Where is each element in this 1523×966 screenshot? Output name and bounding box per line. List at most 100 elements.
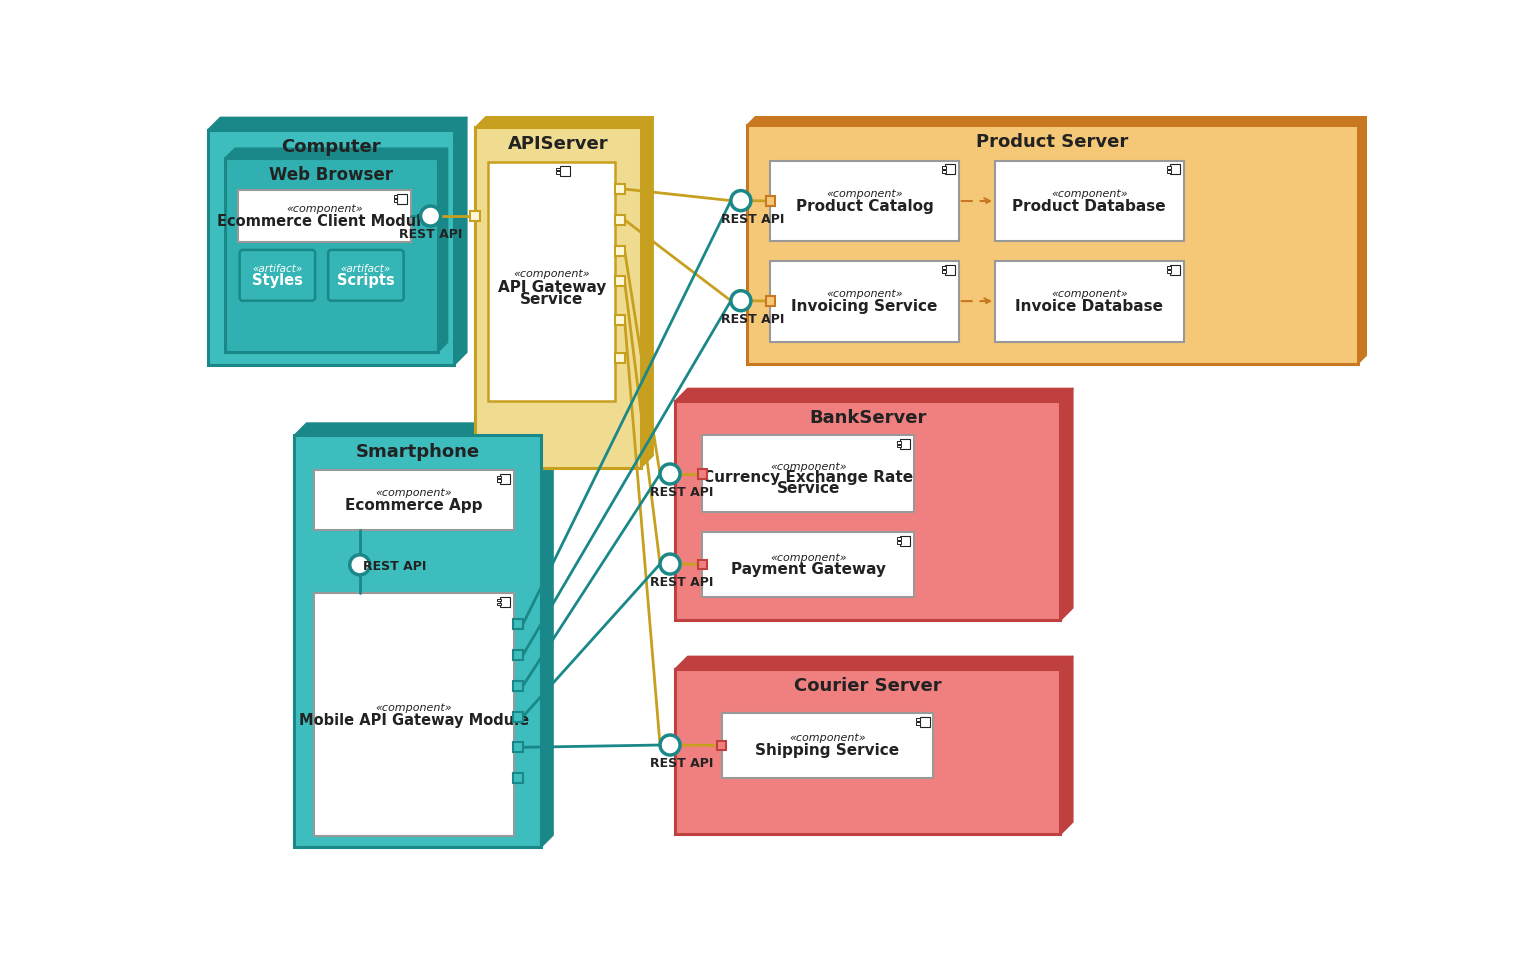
FancyBboxPatch shape <box>702 531 914 597</box>
FancyBboxPatch shape <box>917 722 920 724</box>
FancyBboxPatch shape <box>698 469 707 478</box>
Text: Currency Exchange Rate: Currency Exchange Rate <box>704 470 914 485</box>
Text: Invoice Database: Invoice Database <box>1016 299 1164 314</box>
FancyBboxPatch shape <box>698 560 707 569</box>
Text: BankServer: BankServer <box>809 409 926 427</box>
Text: «component»: «component» <box>375 488 452 498</box>
Text: Payment Gateway: Payment Gateway <box>731 562 886 578</box>
FancyBboxPatch shape <box>225 158 437 353</box>
FancyBboxPatch shape <box>615 245 624 256</box>
Text: Service: Service <box>521 293 583 307</box>
Polygon shape <box>1060 388 1072 620</box>
FancyBboxPatch shape <box>897 440 902 443</box>
FancyBboxPatch shape <box>897 537 902 540</box>
Text: Scripts: Scripts <box>337 273 394 288</box>
FancyBboxPatch shape <box>897 444 902 447</box>
Text: «artifact»: «artifact» <box>341 264 391 274</box>
FancyBboxPatch shape <box>995 160 1183 242</box>
FancyBboxPatch shape <box>327 250 404 300</box>
Text: «artifact»: «artifact» <box>253 264 303 274</box>
Polygon shape <box>1357 113 1371 364</box>
FancyBboxPatch shape <box>900 440 911 449</box>
FancyBboxPatch shape <box>771 160 959 242</box>
FancyBboxPatch shape <box>920 717 929 726</box>
FancyBboxPatch shape <box>238 190 411 242</box>
Polygon shape <box>475 115 653 128</box>
Polygon shape <box>437 148 448 353</box>
FancyBboxPatch shape <box>239 250 315 300</box>
Circle shape <box>659 735 681 755</box>
Text: REST API: REST API <box>720 313 784 327</box>
Text: Mobile API Gateway Module: Mobile API Gateway Module <box>299 713 528 728</box>
FancyBboxPatch shape <box>496 475 501 478</box>
FancyBboxPatch shape <box>513 773 524 783</box>
Text: «component»: «component» <box>1051 189 1127 199</box>
FancyBboxPatch shape <box>941 170 946 173</box>
Polygon shape <box>748 113 1371 126</box>
FancyBboxPatch shape <box>393 199 398 202</box>
FancyBboxPatch shape <box>559 166 570 176</box>
Text: REST API: REST API <box>720 213 784 226</box>
FancyBboxPatch shape <box>941 266 946 269</box>
FancyBboxPatch shape <box>766 297 775 305</box>
FancyBboxPatch shape <box>513 712 524 722</box>
Text: «component»: «component» <box>1051 289 1127 299</box>
Circle shape <box>350 554 370 575</box>
FancyBboxPatch shape <box>314 470 513 530</box>
Text: «component»: «component» <box>771 553 847 562</box>
Circle shape <box>731 190 751 211</box>
FancyBboxPatch shape <box>615 315 624 325</box>
FancyBboxPatch shape <box>897 541 902 544</box>
FancyBboxPatch shape <box>496 479 501 482</box>
Text: «component»: «component» <box>789 733 865 744</box>
FancyBboxPatch shape <box>1167 266 1171 269</box>
FancyBboxPatch shape <box>556 171 560 174</box>
FancyBboxPatch shape <box>294 436 541 847</box>
FancyBboxPatch shape <box>944 265 955 274</box>
FancyBboxPatch shape <box>917 718 920 721</box>
Text: REST API: REST API <box>650 486 713 499</box>
Text: «component»: «component» <box>286 204 362 214</box>
Text: Ecommerce App: Ecommerce App <box>344 498 483 513</box>
Text: «component»: «component» <box>825 189 903 199</box>
Text: «component»: «component» <box>513 269 589 279</box>
Text: Product Database: Product Database <box>1013 199 1167 213</box>
Text: Product Catalog: Product Catalog <box>795 199 934 213</box>
FancyBboxPatch shape <box>615 276 624 287</box>
Circle shape <box>659 464 681 484</box>
FancyBboxPatch shape <box>675 668 1060 835</box>
FancyBboxPatch shape <box>1170 164 1180 175</box>
Circle shape <box>731 291 751 311</box>
Text: Ecommerce Client Module: Ecommerce Client Module <box>218 213 431 229</box>
FancyBboxPatch shape <box>615 354 624 363</box>
FancyBboxPatch shape <box>209 129 454 364</box>
FancyBboxPatch shape <box>1167 170 1171 173</box>
FancyBboxPatch shape <box>722 713 934 779</box>
Text: Smartphone: Smartphone <box>355 443 480 462</box>
FancyBboxPatch shape <box>615 214 624 225</box>
FancyBboxPatch shape <box>702 436 914 513</box>
Text: APIServer: APIServer <box>507 135 608 154</box>
FancyBboxPatch shape <box>717 741 726 750</box>
FancyBboxPatch shape <box>900 535 911 546</box>
Text: «component»: «component» <box>771 462 847 472</box>
FancyBboxPatch shape <box>471 211 480 221</box>
Text: REST API: REST API <box>362 560 426 573</box>
Text: Shipping Service: Shipping Service <box>755 743 900 758</box>
FancyBboxPatch shape <box>393 195 398 198</box>
FancyBboxPatch shape <box>314 593 513 836</box>
Text: Web Browser: Web Browser <box>270 166 393 185</box>
FancyBboxPatch shape <box>748 126 1357 364</box>
FancyBboxPatch shape <box>1167 270 1171 272</box>
Circle shape <box>659 554 681 574</box>
FancyBboxPatch shape <box>496 599 501 602</box>
FancyBboxPatch shape <box>941 270 946 272</box>
FancyBboxPatch shape <box>766 196 775 206</box>
FancyBboxPatch shape <box>500 597 510 608</box>
FancyBboxPatch shape <box>615 185 624 194</box>
FancyBboxPatch shape <box>1170 265 1180 274</box>
FancyBboxPatch shape <box>1167 166 1171 169</box>
Polygon shape <box>541 423 553 847</box>
Text: REST API: REST API <box>650 757 713 770</box>
Polygon shape <box>1060 657 1072 835</box>
